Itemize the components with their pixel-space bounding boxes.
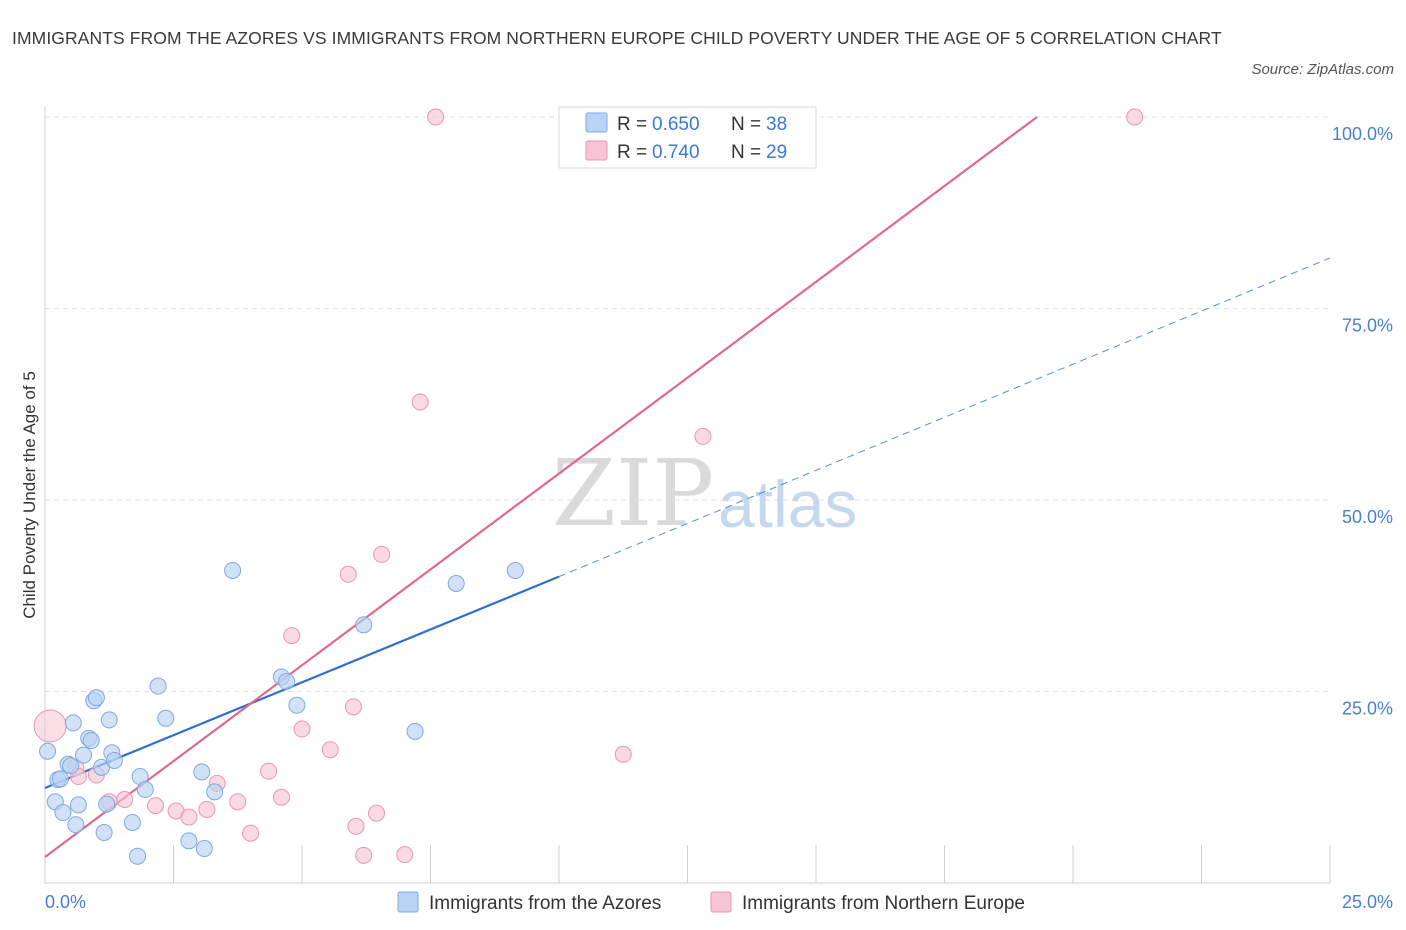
data-point-azores [206, 783, 224, 801]
scatter-points [33, 108, 1144, 865]
data-point-northern-europe [1126, 108, 1144, 126]
data-point-azores [67, 816, 85, 834]
gridlines [45, 116, 1330, 692]
y-tick-label: 25.0% [1342, 699, 1393, 719]
watermark-atlas: atlas [718, 467, 857, 541]
data-point-azores [54, 804, 72, 822]
y-tick-label: 75.0% [1342, 316, 1393, 336]
data-point-azores [82, 732, 100, 750]
data-point-northern-europe [373, 545, 391, 563]
data-point-azores [180, 832, 198, 850]
data-point-azores [193, 763, 211, 781]
y-axis-title: Child Poverty Under the Age of 5 [20, 371, 39, 619]
series-legend-swatch-azores [397, 891, 419, 913]
data-point-azores [447, 574, 465, 592]
trend-line-azores [44, 575, 560, 790]
y-tick-labels: 25.0% 50.0% 75.0% 100.0% [1332, 124, 1393, 719]
data-point-azores [39, 742, 57, 760]
series-legend-label-azores: Immigrants from the Azores [429, 893, 661, 914]
data-point-azores [129, 847, 147, 865]
legend-n-value-azores: 38 [766, 114, 787, 135]
legend-swatch-azores [585, 112, 608, 133]
chart-title: IMMIGRANTS FROM THE AZORES VS IMMIGRANTS… [12, 28, 1222, 48]
legend-swatch-northern-europe [585, 140, 608, 161]
data-point-northern-europe [242, 824, 260, 842]
data-point-azores [75, 746, 93, 764]
x-tick-labels: 0.0% 25.0% [45, 892, 1393, 912]
data-point-azores [195, 840, 213, 858]
watermark-zip: ZIP [552, 440, 714, 547]
y-tick-label: 50.0% [1342, 507, 1393, 527]
trend-lines [44, 116, 1331, 858]
data-point-azores [288, 696, 306, 714]
data-point-northern-europe [33, 709, 67, 743]
data-point-northern-europe [396, 846, 414, 864]
data-point-northern-europe [180, 808, 198, 826]
legend: R = 0.650 N = 38 R = 0.740 N = 29 [558, 106, 817, 169]
data-point-azores [100, 711, 118, 729]
data-point-northern-europe [614, 745, 632, 763]
series-legend-label-northern-europe: Immigrants from Northern Europe [742, 893, 1025, 914]
data-point-northern-europe [260, 762, 278, 780]
data-point-azores [95, 823, 113, 841]
x-tick-label: 25.0% [1342, 892, 1393, 912]
trend-line-northern-europe [44, 116, 1038, 858]
data-point-northern-europe [355, 846, 373, 864]
data-point-azores [136, 781, 154, 799]
data-point-northern-europe [229, 793, 247, 811]
data-point-azores [278, 673, 296, 691]
series-legend-swatch-northern-europe [710, 891, 732, 913]
series-legend: Immigrants from the Azores Immigrants fr… [397, 891, 1025, 914]
data-point-northern-europe [368, 804, 386, 822]
data-point-northern-europe [198, 800, 216, 818]
data-point-azores [123, 813, 141, 831]
legend-n-label: N = [731, 142, 761, 163]
data-point-northern-europe [344, 698, 362, 716]
data-point-northern-europe [283, 627, 301, 645]
data-point-northern-europe [272, 788, 290, 806]
data-point-northern-europe [147, 797, 165, 815]
data-point-northern-europe [427, 108, 445, 126]
x-tick-label: 0.0% [45, 892, 86, 912]
data-point-northern-europe [339, 565, 357, 583]
data-point-northern-europe [347, 817, 365, 835]
legend-n-value-northern-europe: 29 [766, 142, 787, 163]
data-point-azores [62, 757, 80, 775]
data-point-azores [98, 795, 116, 813]
data-point-northern-europe [321, 741, 339, 759]
data-point-azores [87, 689, 105, 707]
data-point-azores [506, 561, 524, 579]
data-point-azores [69, 796, 87, 814]
data-point-northern-europe [116, 791, 134, 809]
trend-line-azores-extension [558, 257, 1331, 578]
legend-r-label: R = [617, 142, 647, 163]
data-point-northern-europe [411, 393, 429, 411]
data-point-azores [355, 616, 373, 634]
legend-r-label: R = [617, 114, 647, 135]
data-point-azores [64, 714, 82, 732]
y-tick-label: 100.0% [1332, 124, 1393, 144]
data-point-northern-europe [293, 720, 311, 738]
data-point-azores [406, 722, 424, 740]
data-point-azores [149, 677, 167, 695]
legend-r-value-northern-europe: 0.740 [652, 142, 700, 163]
source-label: Source: ZipAtlas.com [1251, 61, 1394, 78]
data-point-northern-europe [694, 427, 712, 445]
legend-n-label: N = [731, 114, 761, 135]
data-point-azores [105, 751, 123, 769]
data-point-azores [51, 770, 69, 788]
legend-r-value-azores: 0.650 [652, 114, 700, 135]
data-point-azores [224, 561, 242, 579]
data-point-azores [157, 709, 175, 727]
